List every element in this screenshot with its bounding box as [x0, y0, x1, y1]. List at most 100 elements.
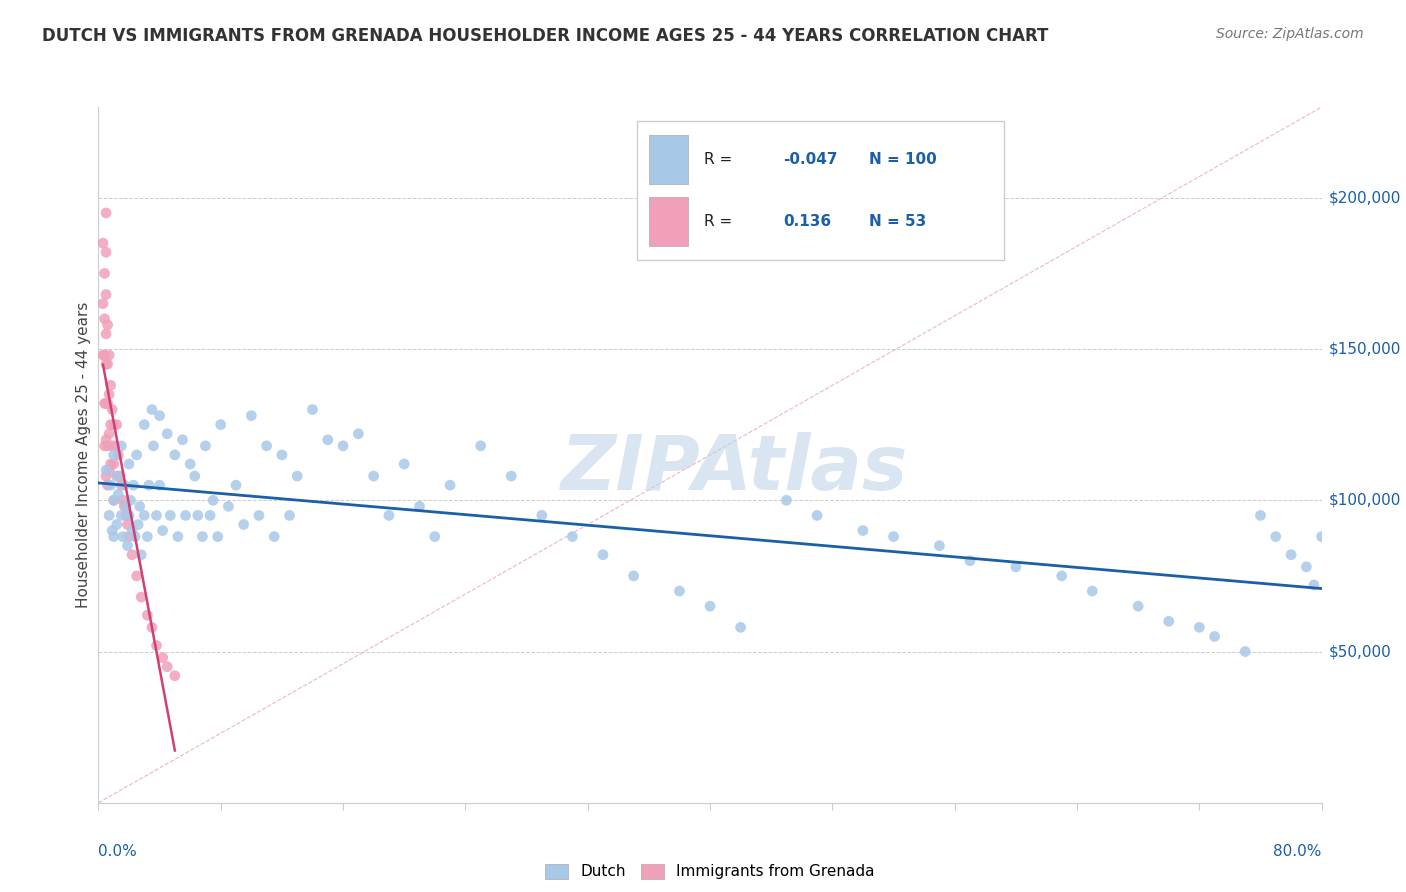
Point: [959, 554, 981, 568]
Point: [98, 387, 121, 401]
Point: [103, 493, 125, 508]
Point: [217, 500, 239, 514]
Point: [883, 530, 905, 544]
Point: [179, 457, 201, 471]
Point: [174, 508, 197, 523]
Point: [207, 530, 229, 544]
Point: [1249, 508, 1271, 523]
Point: [110, 478, 132, 492]
Point: [530, 508, 553, 523]
Point: [806, 508, 828, 523]
Point: [98, 508, 121, 523]
Point: [149, 478, 172, 492]
Point: [145, 508, 167, 523]
Point: [91, 348, 114, 362]
Point: [103, 448, 125, 462]
Point: [128, 500, 150, 514]
Point: [172, 433, 194, 447]
Point: [668, 584, 690, 599]
Point: [301, 402, 323, 417]
Text: 80.0%: 80.0%: [1274, 845, 1322, 859]
Point: [1234, 644, 1257, 658]
Text: $200,000: $200,000: [1329, 190, 1400, 205]
Point: [103, 417, 125, 432]
Point: [91, 296, 114, 310]
Point: [94, 357, 117, 371]
Point: [118, 457, 141, 471]
Point: [156, 659, 179, 673]
Point: [98, 348, 121, 362]
Point: [105, 469, 128, 483]
Text: Source: ZipAtlas.com: Source: ZipAtlas.com: [1216, 27, 1364, 41]
Point: [103, 493, 125, 508]
Point: [278, 508, 301, 523]
Point: [97, 439, 120, 453]
Point: [127, 517, 149, 532]
Point: [1204, 629, 1226, 643]
Point: [112, 478, 135, 492]
Point: [247, 508, 270, 523]
Point: [98, 426, 121, 441]
Point: [94, 245, 117, 260]
Point: [115, 508, 138, 523]
Point: [93, 348, 115, 362]
Point: [156, 426, 179, 441]
Point: [94, 326, 117, 341]
Point: [120, 493, 142, 508]
Point: [122, 478, 145, 492]
Point: [232, 517, 254, 532]
Text: R =: R =: [704, 152, 733, 167]
Point: [125, 448, 148, 462]
Point: [285, 469, 308, 483]
Text: 0.136: 0.136: [783, 214, 831, 229]
Y-axis label: Householder Income Ages 25 - 44 years: Householder Income Ages 25 - 44 years: [76, 301, 91, 608]
Point: [561, 530, 583, 544]
Point: [136, 530, 159, 544]
Point: [93, 396, 115, 410]
Point: [347, 426, 370, 441]
Point: [100, 378, 122, 392]
Text: $100,000: $100,000: [1329, 492, 1400, 508]
Text: ZIPAtlas: ZIPAtlas: [561, 432, 908, 506]
Point: [209, 417, 232, 432]
Point: [775, 493, 797, 508]
Text: $150,000: $150,000: [1329, 342, 1400, 357]
Legend: Dutch, Immigrants from Grenada: Dutch, Immigrants from Grenada: [538, 857, 882, 886]
Point: [316, 433, 339, 447]
Point: [256, 439, 278, 453]
Point: [145, 639, 167, 653]
Text: DUTCH VS IMMIGRANTS FROM GRENADA HOUSEHOLDER INCOME AGES 25 - 44 YEARS CORRELATI: DUTCH VS IMMIGRANTS FROM GRENADA HOUSEHO…: [42, 27, 1049, 45]
Point: [392, 457, 416, 471]
Point: [1157, 615, 1180, 629]
Point: [125, 569, 148, 583]
Point: [423, 530, 446, 544]
Point: [1004, 559, 1026, 574]
Point: [97, 478, 120, 492]
Text: N = 53: N = 53: [869, 214, 927, 229]
Point: [141, 402, 163, 417]
Point: [118, 530, 141, 544]
Bar: [648, 135, 688, 184]
Point: [91, 236, 114, 251]
Point: [163, 669, 186, 683]
Point: [94, 463, 117, 477]
Point: [110, 508, 132, 523]
Point: [159, 508, 181, 523]
Point: [97, 396, 120, 410]
Point: [332, 439, 354, 453]
Point: [1310, 530, 1333, 544]
Point: [108, 469, 131, 483]
Point: [117, 517, 139, 532]
Point: [163, 448, 186, 462]
Point: [1295, 559, 1317, 574]
Point: [141, 620, 163, 634]
Point: [97, 318, 120, 332]
Text: $50,000: $50,000: [1329, 644, 1392, 659]
Point: [107, 448, 129, 462]
Text: 0.0%: 0.0%: [98, 845, 138, 859]
Point: [134, 417, 156, 432]
Text: R =: R =: [704, 214, 733, 229]
Point: [93, 267, 115, 281]
Point: [100, 417, 122, 432]
Point: [202, 493, 225, 508]
